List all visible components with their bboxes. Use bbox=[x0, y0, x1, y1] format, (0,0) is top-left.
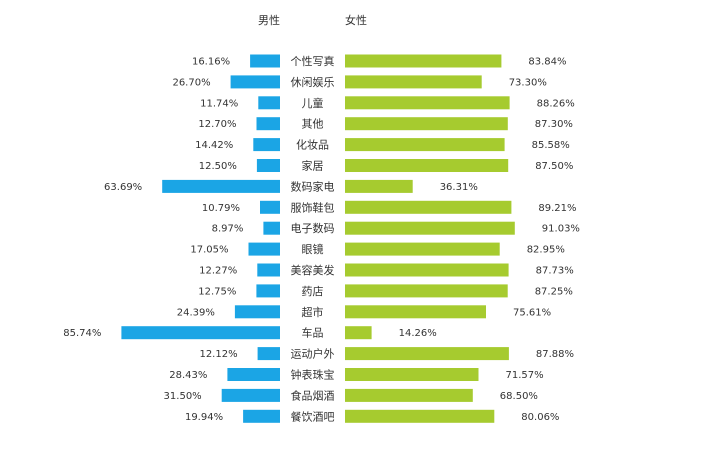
female-header: 女性 bbox=[345, 13, 367, 27]
female-value-label: 71.57% bbox=[506, 370, 544, 381]
male-bar bbox=[257, 347, 280, 361]
male-bar bbox=[256, 284, 280, 298]
female-bar bbox=[345, 159, 509, 172]
male-bar bbox=[257, 263, 280, 277]
male-value-label: 12.12% bbox=[199, 349, 237, 360]
category-label: 休闲娱乐 bbox=[291, 75, 335, 89]
male-value-label: 19.94% bbox=[185, 412, 223, 423]
female-bar bbox=[345, 54, 502, 68]
category-label: 美容美发 bbox=[291, 263, 335, 277]
female-bar bbox=[345, 75, 482, 89]
male-value-label: 12.50% bbox=[199, 161, 237, 172]
female-bar bbox=[345, 263, 509, 277]
female-value-label: 83.84% bbox=[528, 57, 566, 68]
category-label: 餐饮酒吧 bbox=[291, 409, 335, 423]
male-value-label: 12.27% bbox=[199, 266, 237, 277]
category-label: 车品 bbox=[302, 326, 324, 340]
category-label: 电子数码 bbox=[291, 222, 335, 235]
male-bar bbox=[258, 96, 280, 110]
male-bar bbox=[248, 242, 280, 256]
chart-rows: 个性写真 16.16% 83.84% 休闲娱乐 26.70% 73.30% 儿童 11.74%… bbox=[63, 54, 580, 423]
male-bar bbox=[230, 75, 280, 89]
category-label: 个性写真 bbox=[291, 54, 335, 68]
male-value-label: 8.97% bbox=[212, 224, 244, 235]
female-bar bbox=[345, 117, 508, 131]
category-label: 钟表珠宝 bbox=[291, 368, 335, 382]
female-value-label: 87.88% bbox=[536, 349, 574, 360]
category-label: 食品烟酒 bbox=[291, 388, 335, 402]
male-value-label: 85.74% bbox=[63, 328, 101, 339]
female-value-label: 87.73% bbox=[536, 266, 574, 277]
category-label: 儿童 bbox=[302, 96, 324, 110]
male-header: 男性 bbox=[258, 13, 280, 27]
female-bar bbox=[345, 284, 508, 298]
category-label: 运动户外 bbox=[291, 347, 335, 361]
category-label: 服饰鞋包 bbox=[291, 200, 335, 214]
female-value-label: 80.06% bbox=[521, 412, 559, 423]
category-label: 数码家电 bbox=[291, 179, 335, 193]
male-bar bbox=[250, 54, 280, 68]
category-label: 其他 bbox=[302, 118, 324, 131]
female-value-label: 88.26% bbox=[537, 98, 575, 109]
male-bar bbox=[260, 200, 280, 214]
male-value-label: 17.05% bbox=[190, 245, 228, 256]
female-bar bbox=[345, 242, 500, 256]
female-value-label: 87.30% bbox=[535, 119, 573, 130]
male-bar bbox=[253, 138, 280, 152]
female-bar bbox=[345, 368, 479, 381]
category-label: 超市 bbox=[302, 305, 324, 319]
male-value-label: 63.69% bbox=[104, 182, 142, 193]
female-bar bbox=[345, 347, 509, 361]
male-value-label: 10.79% bbox=[202, 203, 240, 214]
male-value-label: 28.43% bbox=[169, 370, 207, 381]
female-value-label: 14.26% bbox=[399, 328, 437, 339]
female-value-label: 85.58% bbox=[532, 140, 570, 151]
female-bar bbox=[345, 138, 505, 152]
male-bar bbox=[121, 326, 281, 340]
male-bar bbox=[256, 159, 280, 172]
male-bar bbox=[227, 368, 280, 381]
female-bar bbox=[345, 221, 515, 235]
male-value-label: 12.75% bbox=[198, 286, 236, 297]
male-bar bbox=[256, 117, 280, 131]
female-value-label: 91.03% bbox=[542, 224, 580, 235]
male-value-label: 16.16% bbox=[192, 57, 230, 68]
category-label: 化妆品 bbox=[296, 138, 329, 152]
female-bar bbox=[345, 326, 372, 340]
category-label: 家居 bbox=[302, 159, 324, 173]
female-value-label: 89.21% bbox=[538, 203, 576, 214]
male-value-label: 11.74% bbox=[200, 98, 238, 109]
female-value-label: 87.50% bbox=[535, 161, 573, 172]
male-value-label: 12.70% bbox=[198, 119, 236, 130]
male-bar bbox=[263, 221, 280, 235]
male-value-label: 31.50% bbox=[164, 391, 202, 402]
male-value-label: 24.39% bbox=[177, 307, 215, 318]
male-bar bbox=[221, 388, 280, 402]
male-bar bbox=[234, 305, 280, 319]
male-bar bbox=[243, 409, 280, 423]
category-label: 药店 bbox=[302, 284, 324, 298]
female-value-label: 87.25% bbox=[535, 286, 573, 297]
female-bar bbox=[345, 388, 473, 402]
female-value-label: 75.61% bbox=[513, 307, 551, 318]
female-value-label: 68.50% bbox=[500, 391, 538, 402]
female-bar bbox=[345, 179, 413, 193]
male-bar bbox=[162, 179, 280, 193]
female-bar bbox=[345, 200, 512, 214]
female-bar bbox=[345, 96, 510, 110]
female-value-label: 73.30% bbox=[509, 77, 547, 88]
male-value-label: 14.42% bbox=[195, 140, 233, 151]
female-bar bbox=[345, 305, 486, 319]
female-value-label: 82.95% bbox=[527, 245, 565, 256]
male-value-label: 26.70% bbox=[172, 77, 210, 88]
category-label: 眼镜 bbox=[302, 242, 324, 256]
female-value-label: 36.31% bbox=[440, 182, 478, 193]
female-bar bbox=[345, 409, 495, 423]
